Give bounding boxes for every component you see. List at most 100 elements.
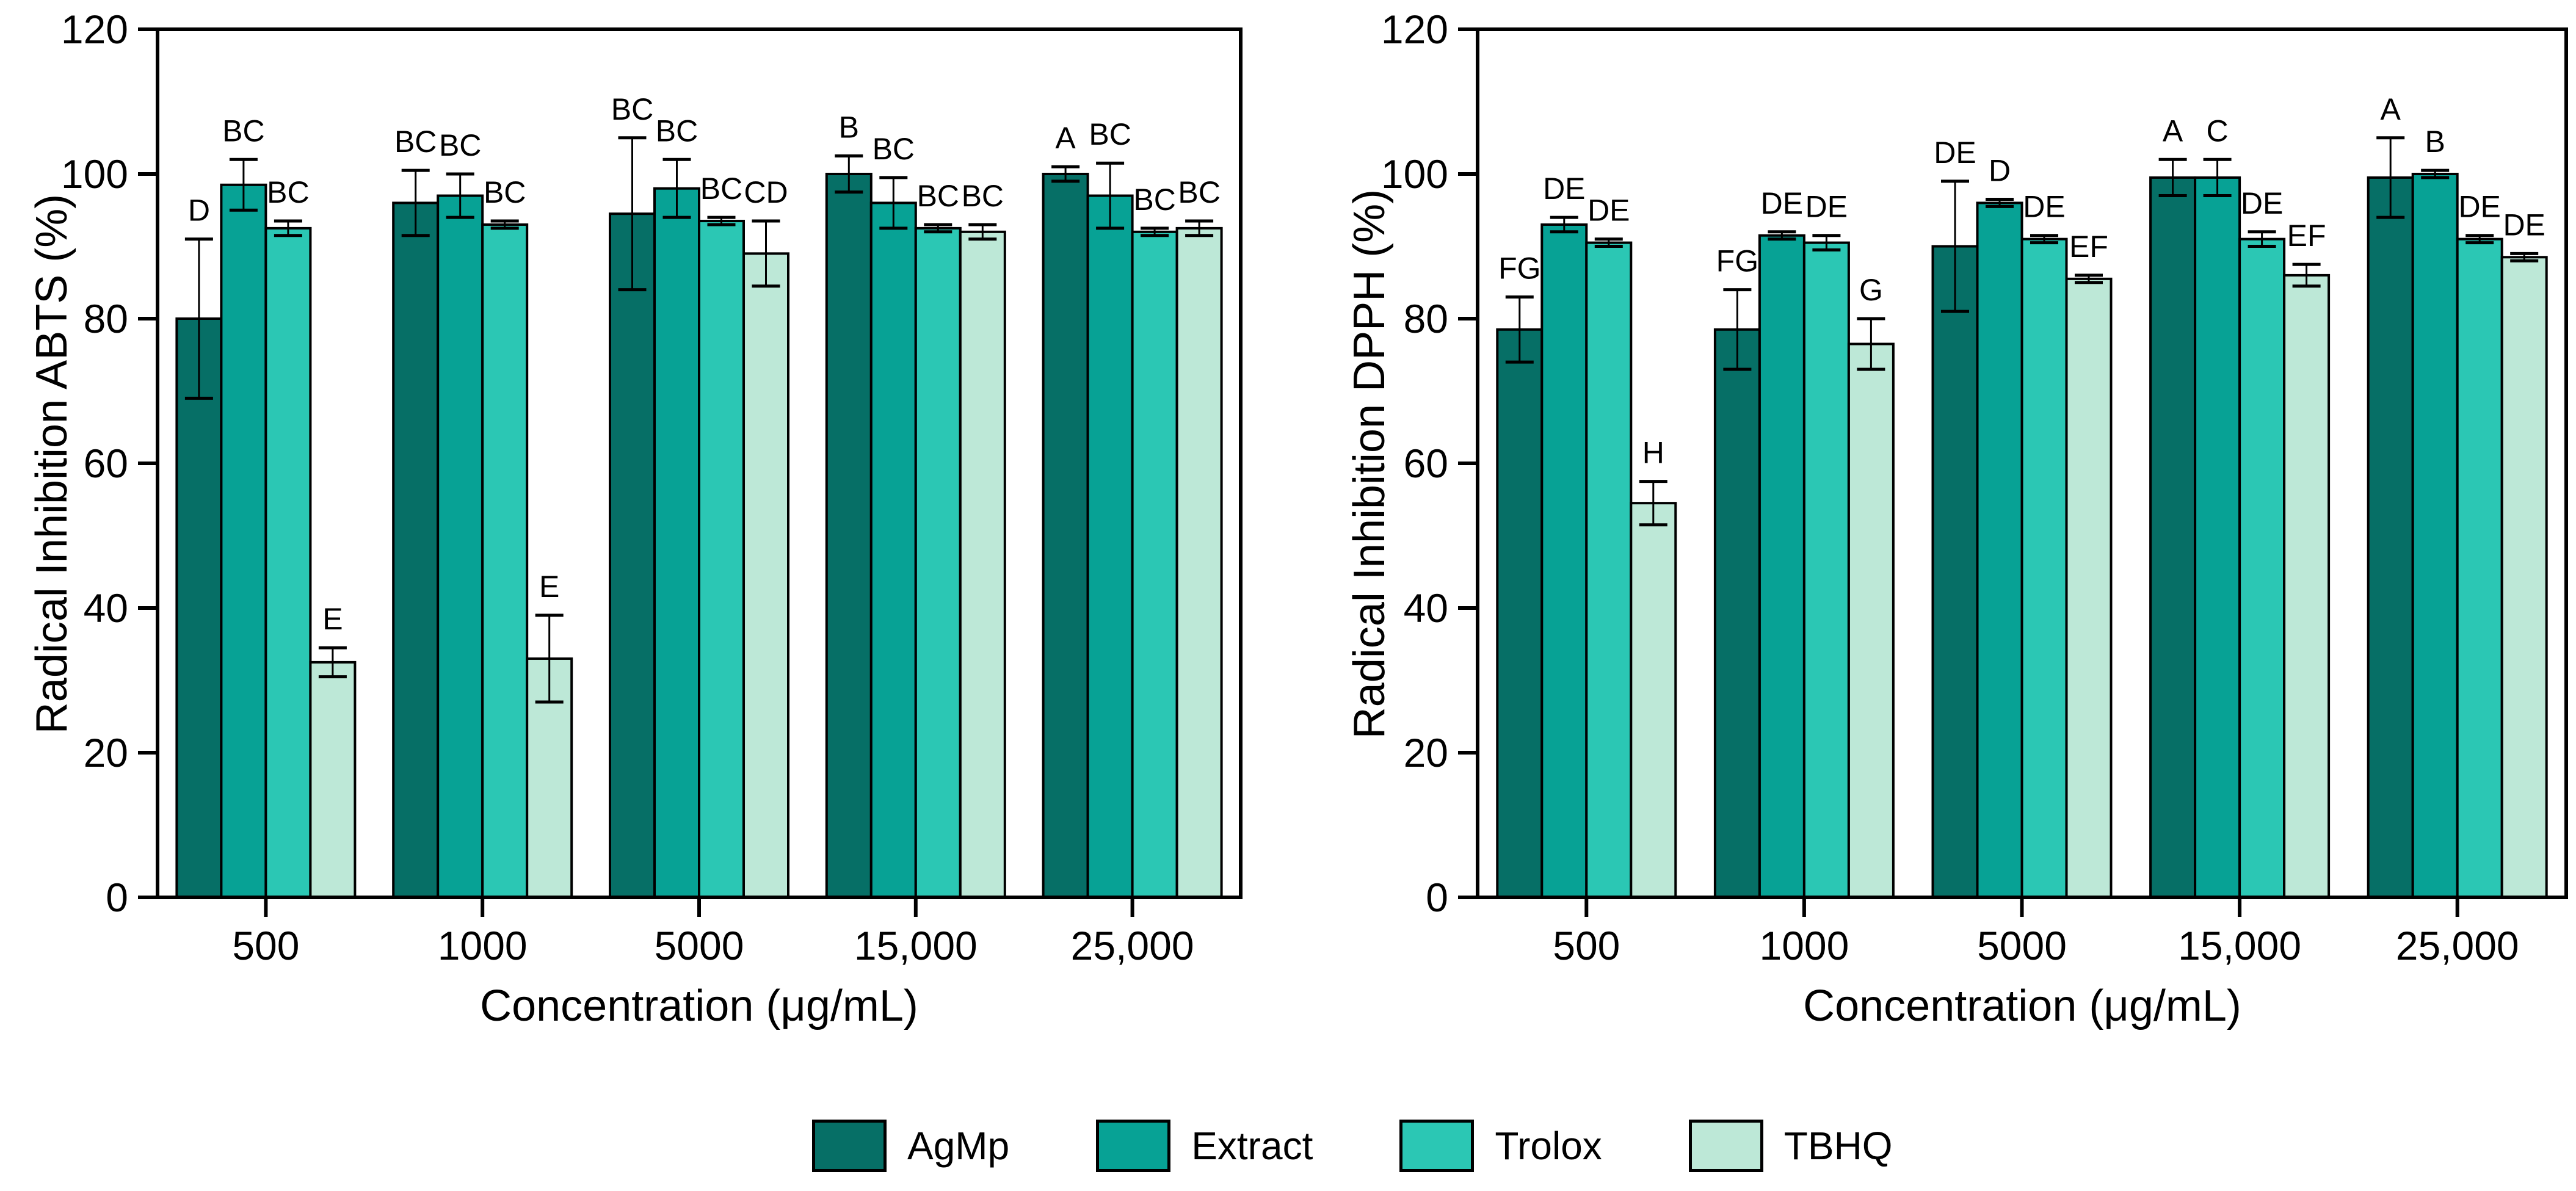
legend-swatch-trolox	[1399, 1120, 1475, 1172]
sig-letter: DE	[2458, 190, 2500, 224]
legend: AgMp Extract Trolox TBHQ	[812, 1120, 1893, 1172]
abts-y-tick-label: 0	[106, 875, 128, 920]
sig-letter: H	[1642, 436, 1664, 470]
dpph-y-tick-label: 80	[1404, 296, 1448, 341]
bar-agmp-25000	[1042, 173, 1089, 899]
sig-letter: C	[2207, 114, 2229, 148]
bar-extract-500	[220, 183, 267, 899]
sig-letter: DE	[2241, 186, 2283, 220]
abts-x-tick-label: 500	[232, 923, 299, 968]
sig-letter: BC	[1133, 183, 1175, 217]
bar-agmp-500	[175, 317, 223, 899]
abts-y-tick-label: 100	[61, 151, 128, 197]
bar-tbhq-15000	[959, 230, 1006, 899]
dpph-y-axis-title: Radical Inhibition DPPH (%)	[1345, 189, 1394, 739]
bar-trolox-500	[1585, 241, 1633, 899]
bar-tbhq-25000	[1175, 226, 1223, 899]
sig-letter: BC	[1089, 117, 1131, 151]
dpph-y-tick-label: 20	[1404, 730, 1448, 775]
sig-letter: BC	[439, 128, 481, 162]
bar-agmp-25000	[2367, 176, 2414, 899]
bar-extract-5000	[653, 187, 700, 899]
bar-trolox-25000	[2456, 237, 2503, 899]
dpph-y-tick-label: 100	[1381, 151, 1448, 197]
sig-letter: A	[2163, 114, 2183, 148]
bar-tbhq-1000	[1847, 342, 1895, 899]
bar-extract-500	[1540, 223, 1588, 899]
sig-letter: DE	[1805, 190, 1848, 224]
sig-letter: DE	[2023, 190, 2065, 224]
bar-extract-25000	[1086, 194, 1134, 899]
bar-tbhq-5000	[2065, 277, 2113, 899]
abts-x-tick-label: 5000	[655, 923, 744, 968]
sig-letter: A	[1055, 121, 1076, 155]
legend-item-agmp: AgMp	[812, 1120, 1009, 1172]
abts-y-tick-label: 40	[84, 585, 128, 631]
sig-letter: DE	[1934, 136, 1976, 170]
bar-trolox-1000	[481, 223, 529, 899]
sig-letter: CD	[744, 175, 788, 209]
bar-trolox-15000	[2238, 237, 2286, 899]
sig-letter: D	[188, 194, 210, 228]
sig-letter: A	[2381, 92, 2401, 126]
abts-x-axis-title: Concentration (μg/mL)	[480, 982, 918, 1030]
sig-letter: B	[2425, 125, 2445, 159]
bar-extract-1000	[1758, 234, 1805, 899]
sig-letter: BC	[656, 114, 698, 148]
bar-tbhq-25000	[2500, 256, 2548, 899]
sig-letter: BC	[267, 175, 309, 209]
bar-agmp-5000	[1931, 245, 1979, 899]
sig-letter: DE	[2503, 208, 2545, 242]
sig-letter: BC	[484, 175, 526, 209]
sig-letter: EF	[2287, 219, 2326, 253]
dpph-x-tick-label: 1000	[1759, 923, 1849, 968]
sig-letter: G	[1859, 273, 1883, 307]
dpph-x-tick-label: 25,000	[2396, 923, 2519, 968]
sig-letter: BC	[394, 125, 437, 159]
abts-x-tick-label: 1000	[438, 923, 528, 968]
dpph-y-tick-label: 0	[1426, 875, 1448, 920]
bar-agmp-1000	[392, 201, 440, 899]
sig-letter: EF	[2069, 230, 2108, 264]
legend-swatch-tbhq	[1688, 1120, 1763, 1172]
bar-trolox-5000	[2020, 237, 2068, 899]
bar-extract-1000	[437, 194, 484, 899]
sig-letter: B	[839, 110, 859, 144]
legend-swatch-agmp	[812, 1120, 887, 1172]
dpph-x-tick-label: 500	[1553, 923, 1620, 968]
sig-letter: E	[539, 570, 559, 604]
sig-letter: BC	[611, 92, 653, 126]
dpph-x-tick-label: 15,000	[2178, 923, 2301, 968]
bar-agmp-1000	[1713, 328, 1761, 899]
bar-tbhq-500	[309, 661, 357, 899]
dpph-y-tick-label: 120	[1381, 7, 1448, 52]
bar-trolox-5000	[698, 220, 745, 899]
bar-tbhq-15000	[2283, 273, 2331, 899]
dpph-plot-box	[1476, 27, 2568, 899]
dpph-x-tick-label: 5000	[1977, 923, 2067, 968]
sig-letter: BC	[962, 179, 1004, 213]
legend-item-trolox: Trolox	[1399, 1120, 1602, 1172]
bar-agmp-15000	[825, 173, 873, 899]
bar-agmp-500	[1496, 328, 1544, 899]
legend-item-tbhq: TBHQ	[1688, 1120, 1893, 1172]
bar-extract-5000	[1976, 201, 2023, 899]
sig-letter: BC	[873, 132, 915, 166]
legend-label-agmp: AgMp	[907, 1124, 1010, 1168]
bar-extract-25000	[2411, 173, 2459, 899]
bar-trolox-1000	[1802, 241, 1850, 899]
legend-label-extract: Extract	[1191, 1124, 1313, 1168]
bar-agmp-5000	[609, 212, 656, 899]
sig-letter: D	[1989, 153, 2011, 187]
dpph-y-tick-label: 40	[1404, 585, 1448, 631]
legend-label-trolox: Trolox	[1495, 1124, 1602, 1168]
sig-letter: E	[322, 602, 343, 636]
bar-extract-15000	[2194, 176, 2241, 899]
legend-label-tbhq: TBHQ	[1783, 1124, 1893, 1168]
abts-x-tick-label: 15,000	[854, 923, 978, 968]
abts-plot-box	[156, 27, 1243, 899]
sig-letter: BC	[1178, 175, 1220, 209]
legend-swatch-extract	[1096, 1120, 1171, 1172]
